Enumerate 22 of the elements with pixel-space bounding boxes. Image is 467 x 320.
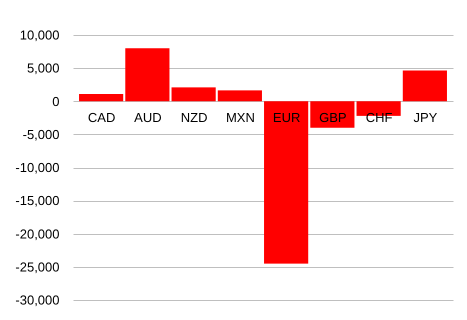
bar xyxy=(264,101,308,264)
x-tick-label: CAD xyxy=(88,110,116,125)
y-tick-label: 5,000 xyxy=(26,60,60,76)
bar xyxy=(402,70,447,102)
y-tick-label: 0 xyxy=(52,94,60,109)
y-tick-label: 10,000 xyxy=(20,28,60,42)
x-tick-label: NZD xyxy=(180,110,208,125)
y-tick-label: -10,000 xyxy=(15,160,60,175)
bar xyxy=(79,94,124,102)
x-tick-label: AUD xyxy=(134,110,162,125)
y-tick-label: -20,000 xyxy=(15,226,60,242)
bar xyxy=(125,48,170,102)
x-tick-label: EUR xyxy=(272,110,300,125)
x-tick-label: MXN xyxy=(226,110,255,125)
x-tick-label: GBP xyxy=(319,110,347,125)
y-tick-label: -25,000 xyxy=(15,259,60,274)
y-tick-label: -5,000 xyxy=(22,126,60,142)
x-tick-label: JPY xyxy=(413,110,438,125)
bar xyxy=(218,90,262,102)
y-tick-label: -30,000 xyxy=(15,292,60,308)
y-tick-label: -15,000 xyxy=(15,193,60,208)
bar xyxy=(172,87,216,102)
